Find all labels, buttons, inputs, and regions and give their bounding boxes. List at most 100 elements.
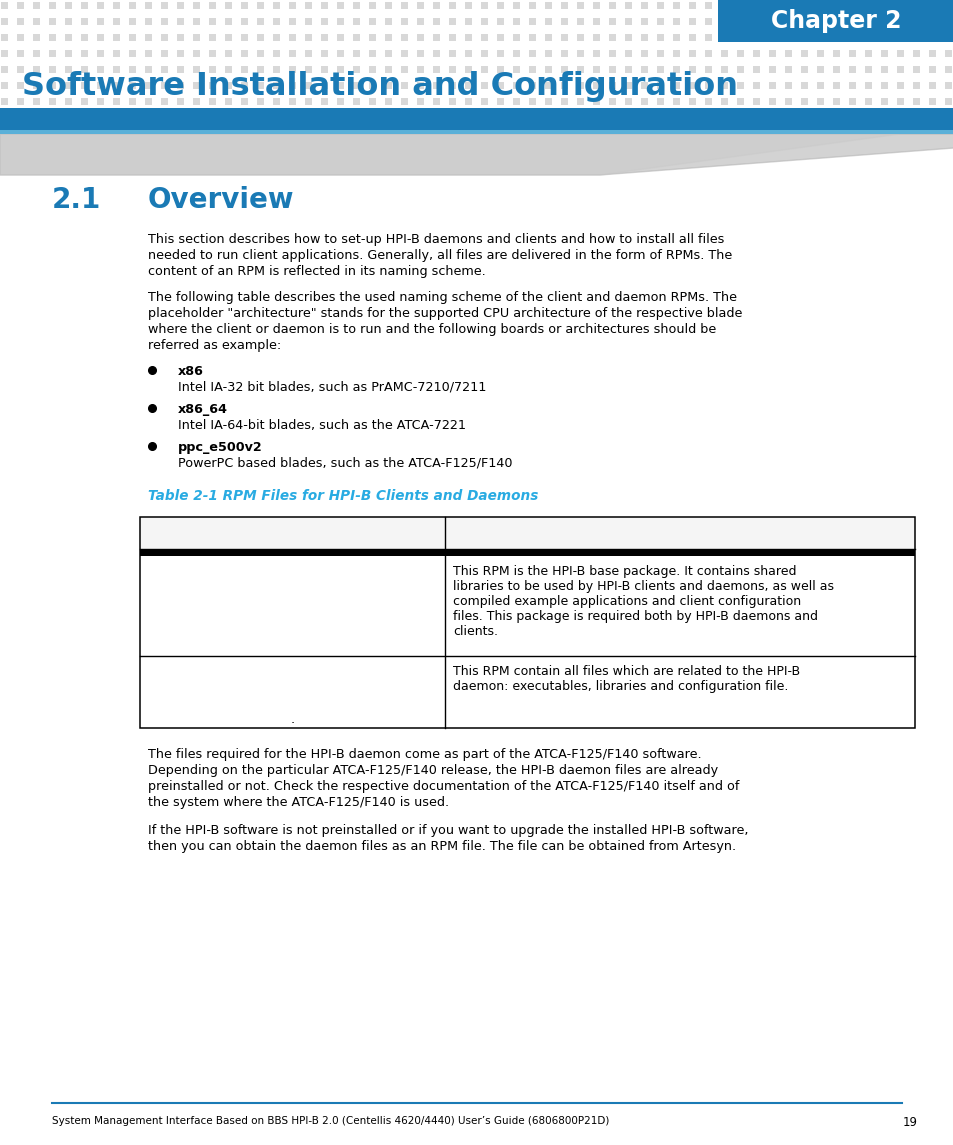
Bar — [864, 2, 871, 9]
Bar — [912, 34, 919, 41]
Bar — [608, 66, 616, 73]
Bar — [209, 34, 215, 41]
Bar — [784, 2, 791, 9]
Bar — [305, 34, 312, 41]
Text: 2.1: 2.1 — [52, 185, 101, 214]
Bar — [704, 50, 711, 57]
Bar — [801, 50, 807, 57]
Bar — [513, 82, 519, 89]
Bar — [97, 98, 104, 105]
Bar — [305, 82, 312, 89]
Bar — [688, 34, 696, 41]
Bar — [801, 2, 807, 9]
Bar — [593, 18, 599, 25]
Bar — [577, 34, 583, 41]
Bar — [449, 18, 456, 25]
Bar — [369, 98, 375, 105]
Bar — [97, 34, 104, 41]
Bar — [209, 66, 215, 73]
Bar — [672, 50, 679, 57]
Bar — [273, 2, 280, 9]
Bar — [369, 50, 375, 57]
Bar — [81, 98, 88, 105]
Bar — [33, 66, 40, 73]
Bar — [912, 50, 919, 57]
Bar — [225, 34, 232, 41]
Bar — [928, 50, 935, 57]
Bar — [944, 66, 951, 73]
Bar — [640, 82, 647, 89]
Bar — [513, 2, 519, 9]
Bar — [864, 50, 871, 57]
Bar — [832, 98, 840, 105]
Text: files. This package is required both by HPI-B daemons and: files. This package is required both by … — [453, 610, 817, 623]
Bar — [17, 82, 24, 89]
Bar — [225, 18, 232, 25]
Bar — [544, 98, 552, 105]
Bar — [241, 2, 248, 9]
Bar — [193, 66, 200, 73]
Text: This section describes how to set-up HPI-B daemons and clients and how to instal: This section describes how to set-up HPI… — [148, 232, 723, 246]
Text: referred as example:: referred as example: — [148, 339, 281, 352]
Bar — [608, 50, 616, 57]
Bar — [816, 98, 823, 105]
Bar — [433, 2, 439, 9]
Bar — [369, 66, 375, 73]
Bar — [624, 50, 631, 57]
Bar — [353, 50, 359, 57]
Bar — [624, 18, 631, 25]
Bar — [129, 66, 136, 73]
Bar — [848, 82, 855, 89]
Text: Depending on the particular ATCA-F125/F140 release, the HPI-B daemon files are a: Depending on the particular ATCA-F125/F1… — [148, 764, 718, 777]
Bar — [560, 50, 567, 57]
Bar — [640, 34, 647, 41]
Bar — [273, 34, 280, 41]
Bar — [193, 98, 200, 105]
Bar — [112, 66, 120, 73]
Bar — [369, 34, 375, 41]
Bar — [801, 66, 807, 73]
Bar — [896, 34, 903, 41]
Bar — [497, 66, 503, 73]
Bar — [449, 82, 456, 89]
Text: Description: Description — [453, 526, 529, 538]
Bar — [433, 18, 439, 25]
Bar — [672, 2, 679, 9]
Bar — [0, 108, 953, 131]
Bar — [1, 18, 8, 25]
Bar — [752, 34, 760, 41]
Bar — [385, 98, 392, 105]
Text: content of an RPM is reflected in its naming scheme.: content of an RPM is reflected in its na… — [148, 264, 485, 278]
Bar — [560, 18, 567, 25]
Bar — [140, 518, 914, 728]
Bar — [480, 34, 488, 41]
Bar — [17, 50, 24, 57]
Bar — [140, 548, 914, 556]
Bar — [768, 82, 775, 89]
Bar — [193, 82, 200, 89]
Bar — [896, 66, 903, 73]
Bar — [145, 66, 152, 73]
Bar — [672, 82, 679, 89]
Bar — [305, 18, 312, 25]
Text: This RPM contain all files which are related to the HPI-B: This RPM contain all files which are rel… — [453, 665, 800, 678]
Text: the system where the ATCA-F125/F140 is used.: the system where the ATCA-F125/F140 is u… — [148, 796, 449, 810]
Bar — [608, 2, 616, 9]
Text: x86_64: x86_64 — [178, 403, 228, 416]
Bar — [385, 18, 392, 25]
Bar — [65, 66, 71, 73]
Bar — [544, 34, 552, 41]
Text: Overview: Overview — [148, 185, 294, 214]
Text: then you can obtain the daemon files as an RPM file. The file can be obtained fr: then you can obtain the daemon files as … — [148, 840, 736, 853]
Bar — [896, 18, 903, 25]
Bar — [784, 98, 791, 105]
Bar — [784, 82, 791, 89]
Bar — [752, 50, 760, 57]
Text: compiled example applications and client configuration: compiled example applications and client… — [453, 595, 801, 608]
Bar — [289, 2, 295, 9]
Bar — [544, 82, 552, 89]
Bar — [560, 82, 567, 89]
Bar — [688, 82, 696, 89]
Text: needed to run client applications. Generally, all files are delivered in the for: needed to run client applications. Gener… — [148, 248, 732, 262]
Bar — [544, 18, 552, 25]
